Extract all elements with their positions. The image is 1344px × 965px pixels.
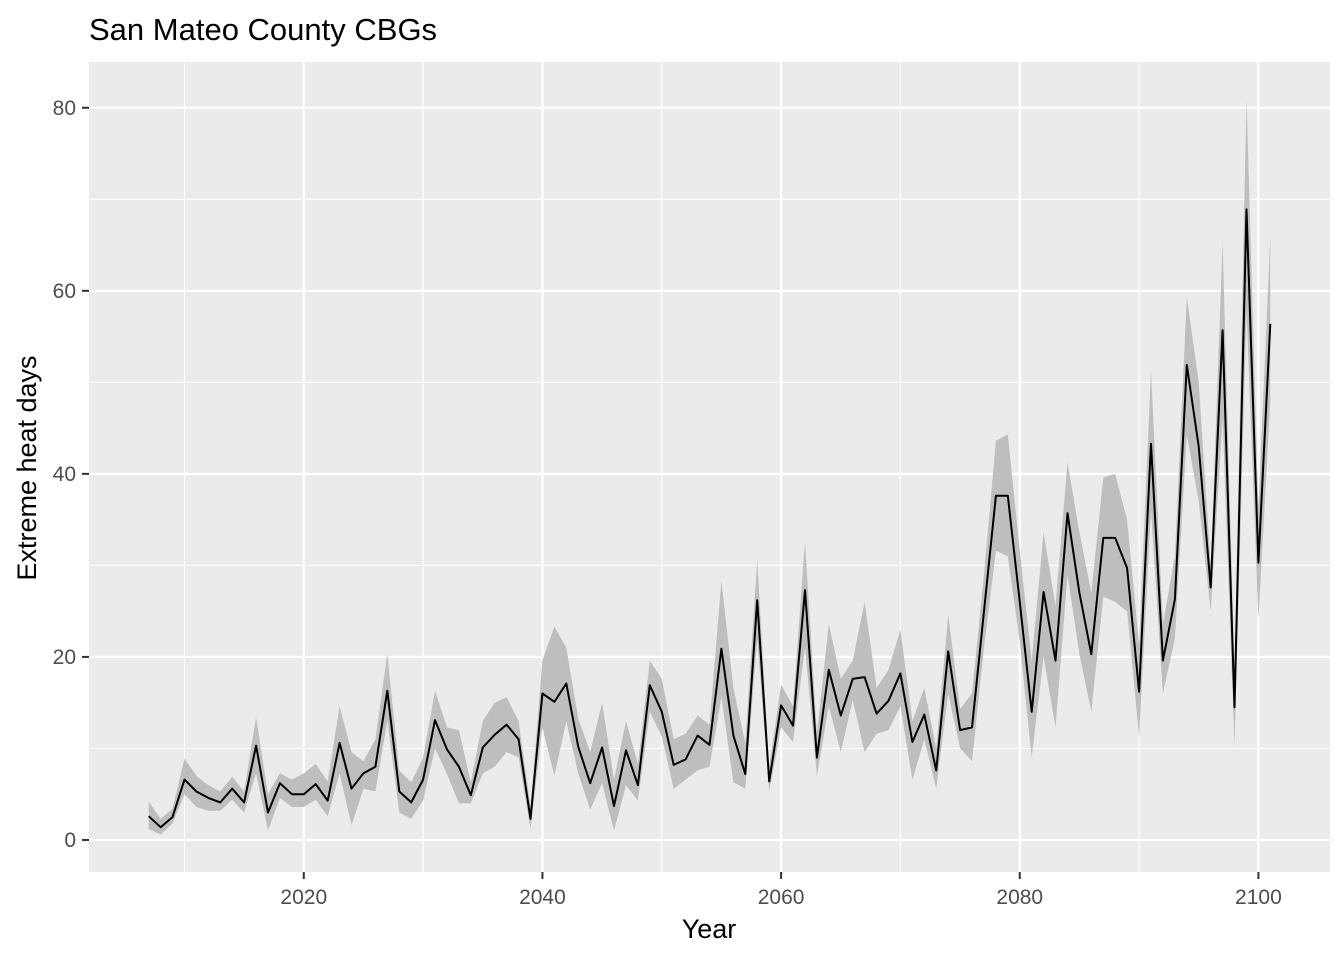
y-tick-label: 0 [64,829,76,852]
x-axis-label: Year [682,914,737,944]
y-tick-label: 60 [53,280,76,303]
y-tick-label: 80 [53,97,76,120]
confidence-ribbon [148,98,1271,835]
y-tick-label: 20 [53,646,76,669]
y-axis-label: Extreme heat days [12,355,42,580]
x-axis: 2020 2040 2060 2080 2100 [280,872,1282,909]
x-tick-label: 2060 [758,886,805,909]
y-axis: 0 20 40 60 80 [53,97,89,852]
data-marks [148,98,1272,835]
grid-major [89,62,1330,872]
series-line [148,208,1272,829]
y-tick-label: 40 [53,463,76,486]
chart-title: San Mateo County CBGs [89,12,437,47]
x-tick-label: 2040 [519,886,566,909]
x-tick-label: 2020 [280,886,327,909]
x-tick-label: 2100 [1235,886,1282,909]
x-tick-label: 2080 [996,886,1043,909]
